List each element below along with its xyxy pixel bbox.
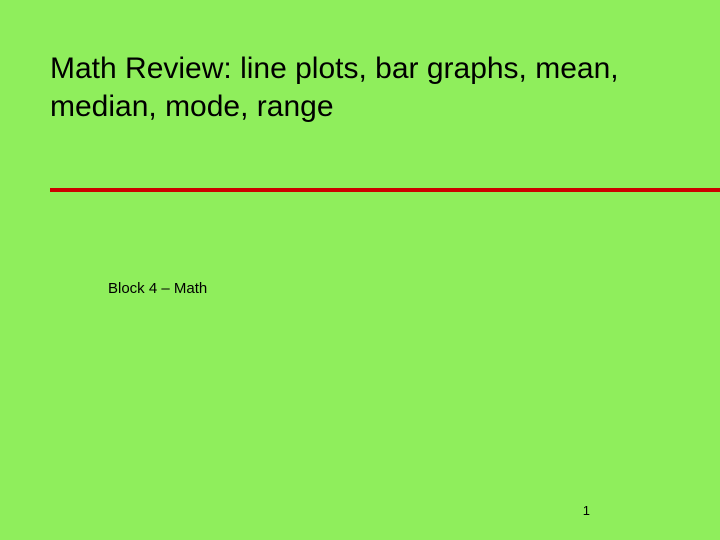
slide-container: Math Review: line plots, bar graphs, mea…: [0, 0, 720, 540]
slide-title: Math Review: line plots, bar graphs, mea…: [50, 50, 670, 125]
page-number: 1: [583, 503, 590, 518]
title-underline: [50, 188, 720, 192]
slide-subtitle: Block 4 – Math: [108, 280, 207, 297]
